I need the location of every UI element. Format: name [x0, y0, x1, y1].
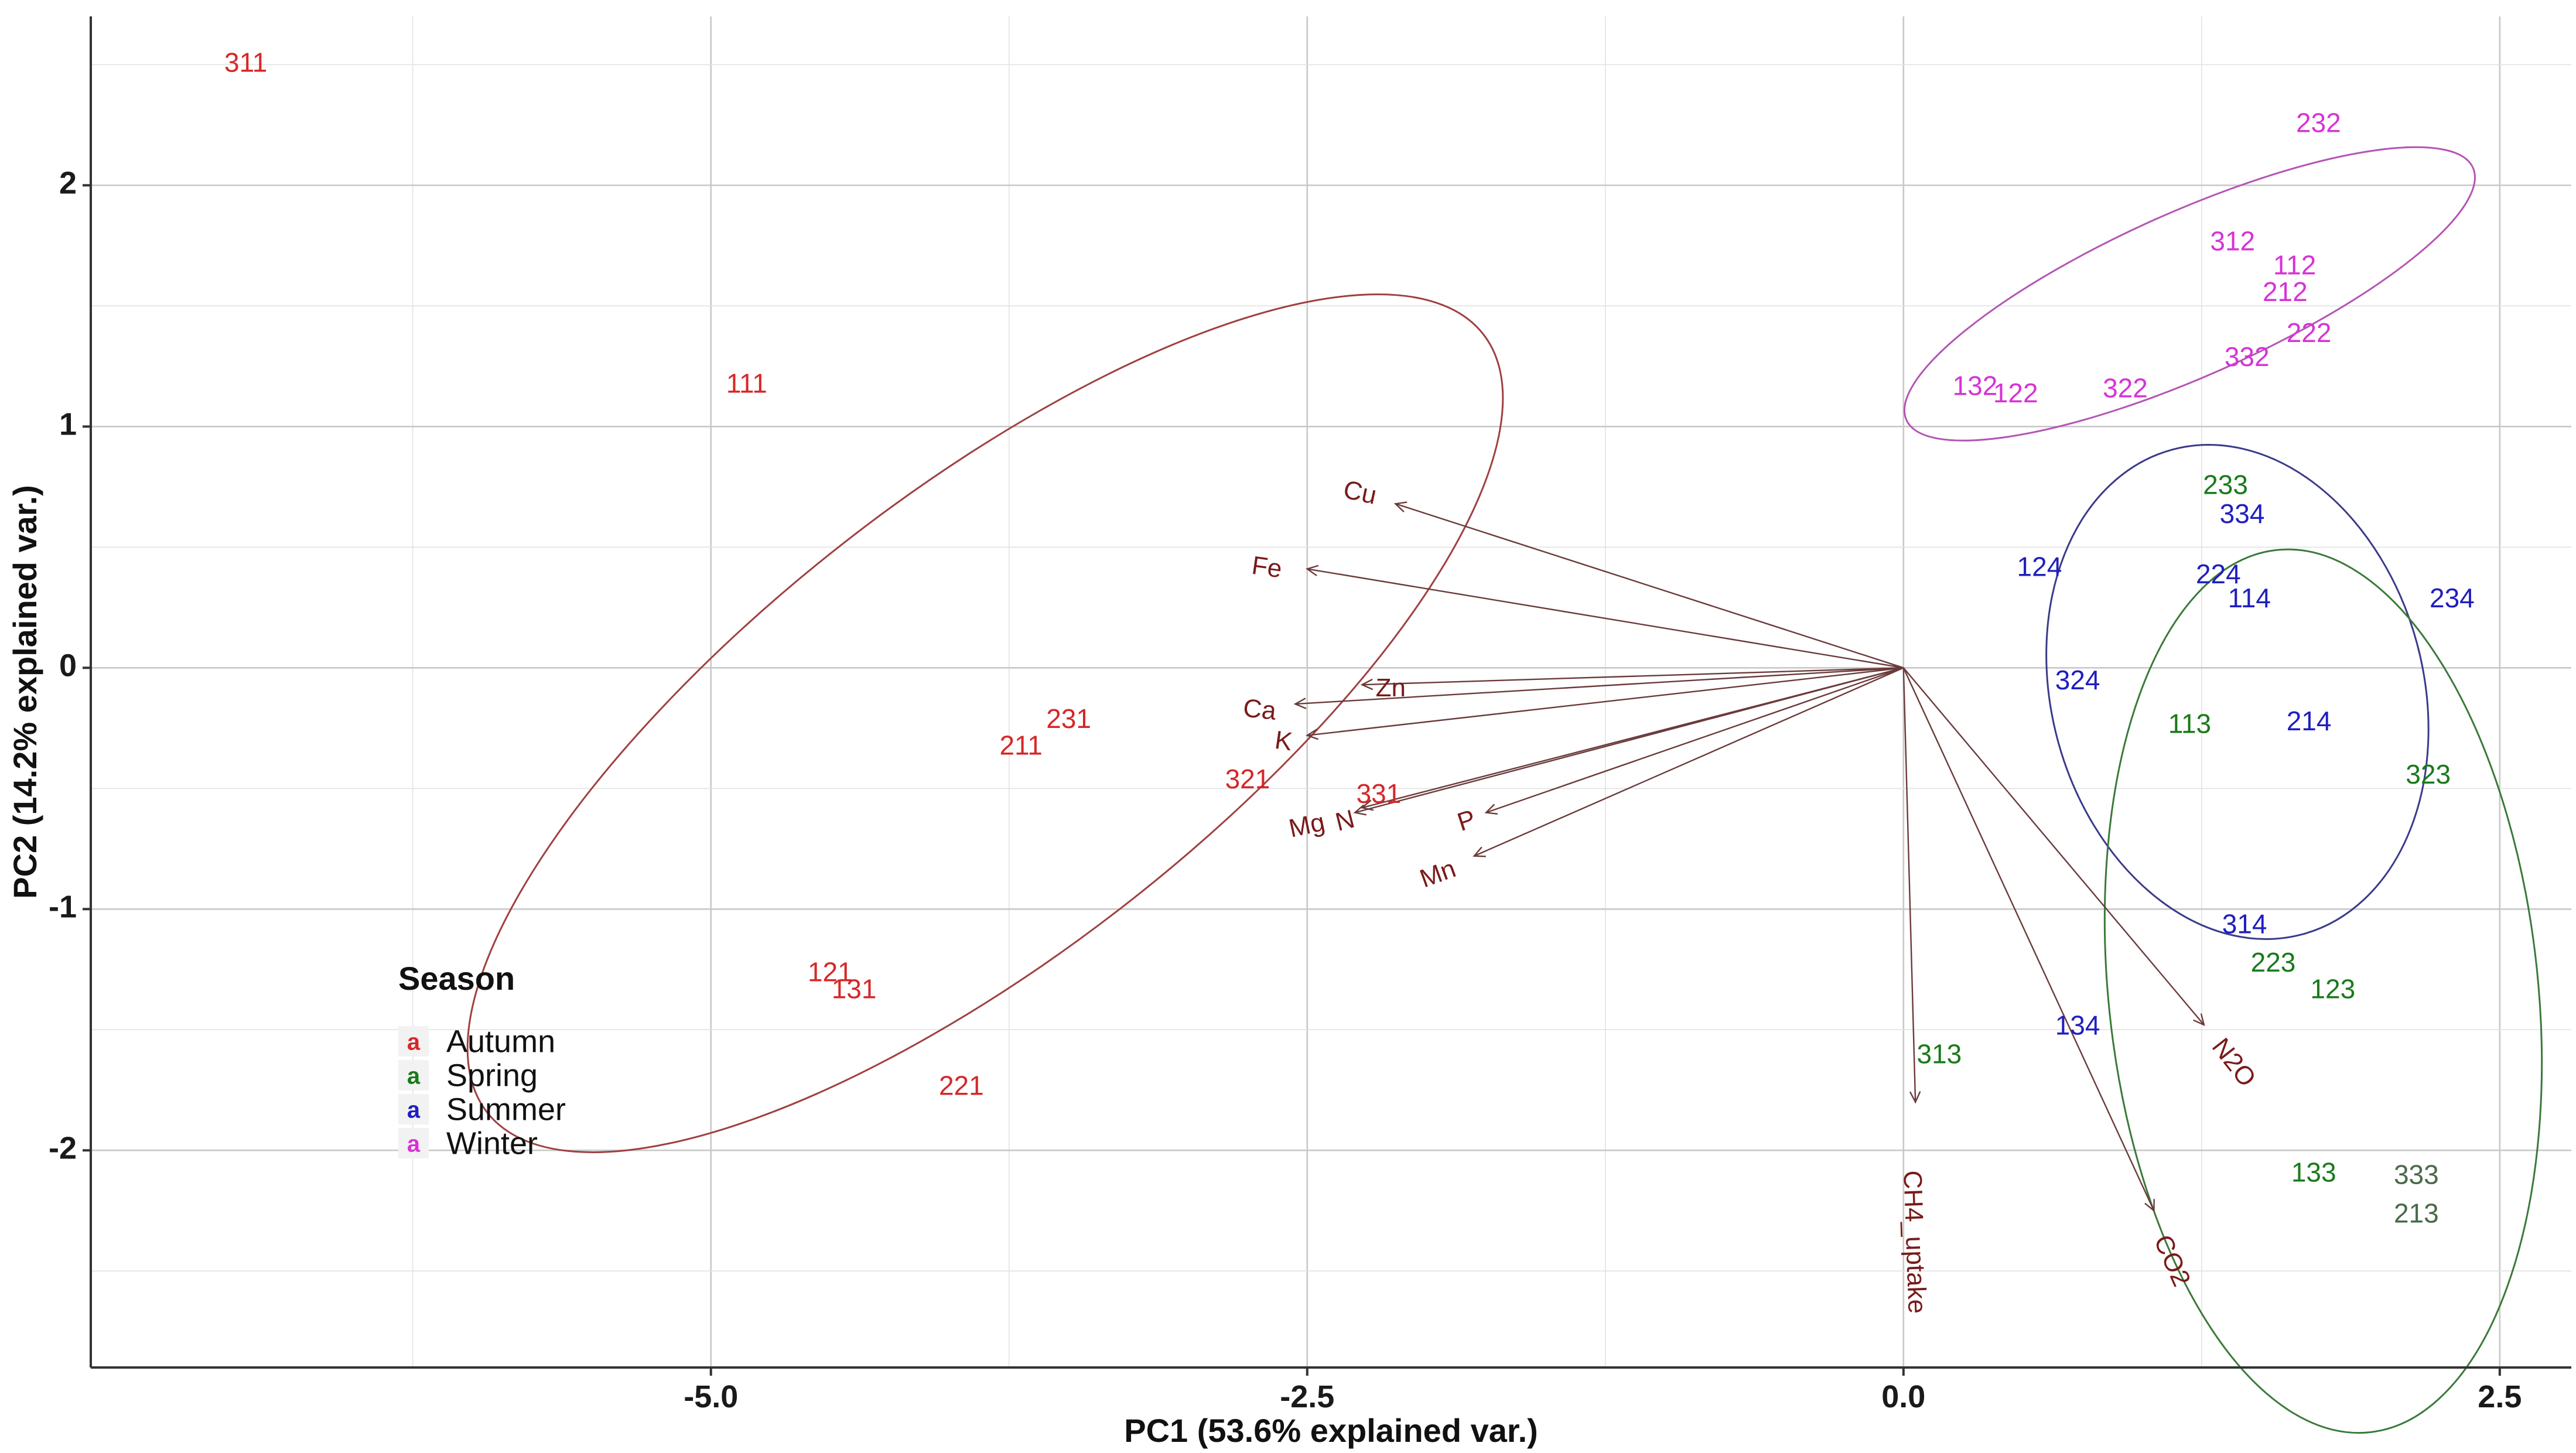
legend-key [398, 1060, 429, 1090]
legend-item-autumn: Autumn [446, 1024, 555, 1059]
point-summer-314: 314 [2222, 908, 2267, 939]
y-tick-label: 1 [59, 407, 77, 442]
point-spring-313: 313 [1917, 1039, 1962, 1069]
point-summer-114: 114 [2228, 583, 2271, 613]
y-tick-label: 2 [59, 166, 77, 201]
y-tick-label: -2 [49, 1130, 77, 1165]
arrow-co2 [1902, 667, 2155, 1211]
y-tick-label: 0 [59, 648, 77, 683]
point-winter-122: 122 [1993, 378, 2038, 408]
legend-key-glyph: a [407, 1131, 421, 1157]
ellipse-winter [1904, 146, 2476, 442]
point-autumn-231: 231 [1046, 703, 1091, 734]
point-spring-133: 133 [2291, 1157, 2336, 1188]
arrowhead-mg [1353, 804, 1367, 816]
arrow-fe [1307, 568, 1904, 669]
arrow-p [1485, 667, 1904, 813]
legend-key [398, 1128, 429, 1158]
point-autumn-131: 131 [832, 973, 877, 1004]
y-tick-label: -1 [49, 890, 77, 925]
arrow-ch4_uptake [1902, 668, 1916, 1102]
point-summer-214: 214 [2287, 706, 2332, 736]
legend-key [398, 1094, 429, 1124]
ellipse-summer [2045, 444, 2430, 940]
loading-label-k: K [1273, 726, 1294, 757]
point-autumn-311: 311 [224, 47, 267, 78]
point-winter-112: 112 [2273, 250, 2316, 281]
arrowhead-n2o [2193, 1013, 2205, 1027]
point-summer-234: 234 [2430, 583, 2475, 613]
axes: -5.0 -2.5 0.0 2.5 -2 -1 0 1 2 [49, 16, 2571, 1414]
point-spring-123: 123 [2310, 973, 2355, 1004]
arrow-ca [1295, 667, 1904, 705]
arrowhead-p [1484, 804, 1498, 815]
confidence-ellipses [466, 146, 2543, 1434]
loading-label-cu: Cu [1341, 475, 1379, 510]
point-autumn-121: 121 [808, 957, 853, 987]
point-summer-134: 134 [2055, 1010, 2100, 1040]
legend-item-summer: Summer [446, 1092, 566, 1127]
arrowhead-k [1306, 728, 1319, 740]
legend-item-spring: Spring [446, 1058, 538, 1093]
y-axis-title: PC2 (14.2% explained var.) [6, 485, 43, 899]
point-spring-323: 323 [2406, 759, 2451, 789]
point-autumn-331: 331 [1357, 778, 1402, 809]
point-winter-222: 222 [2287, 317, 2332, 348]
point-summer-224: 224 [2196, 559, 2241, 589]
x-axis-title: PC1 (53.6% explained var.) [1124, 1412, 1538, 1449]
point-spring-113: 113 [2168, 708, 2211, 739]
point-winter-132: 132 [1953, 371, 1998, 401]
point-summer-324: 324 [2055, 665, 2100, 695]
point-winter-332: 332 [2225, 341, 2270, 372]
x-tick-label: 2.5 [2478, 1379, 2522, 1414]
point-autumn-111: 111 [726, 368, 767, 398]
legend-item-winter: Winter [446, 1126, 538, 1161]
legend-key [398, 1026, 429, 1057]
point-winter-322: 322 [2103, 373, 2148, 404]
point-summer-334: 334 [2220, 498, 2265, 529]
x-tick-label: -2.5 [1280, 1379, 1334, 1414]
arrowhead-cu [1393, 501, 1407, 512]
arrow-n [1362, 667, 1904, 809]
loading-label-ch4_uptake: CH4_uptake [1898, 1170, 1932, 1314]
legend-title: Season [398, 960, 515, 997]
arrowhead-ch4_uptake [1909, 1091, 1921, 1104]
point-winter-312: 312 [2210, 225, 2255, 256]
legend-key-glyph: a [407, 1064, 421, 1089]
arrow-k [1307, 667, 1904, 736]
loading-label-fe: Fe [1250, 551, 1284, 584]
arrow-mn [1474, 667, 1904, 857]
point-autumn-221: 221 [939, 1070, 984, 1100]
x-tick-label: -5.0 [684, 1379, 738, 1414]
ellipse-spring [2103, 548, 2543, 1434]
arrowhead-n [1360, 799, 1374, 811]
point-summer-124: 124 [2017, 552, 2062, 582]
point-spring-333: 333 [2394, 1160, 2439, 1190]
point-spring-233: 233 [2203, 469, 2248, 500]
arrowhead-ca [1293, 698, 1307, 709]
point-autumn-211: 211 [999, 730, 1042, 760]
arrow-zn [1362, 667, 1904, 686]
arrowhead-zn [1360, 678, 1374, 690]
x-tick-label: 0.0 [1881, 1379, 1925, 1414]
point-winter-212: 212 [2263, 276, 2308, 307]
point-spring-223: 223 [2251, 947, 2296, 977]
loading-label-ca: Ca [1242, 693, 1278, 726]
arrow-cu [1395, 503, 1904, 669]
point-spring-213: 213 [2394, 1198, 2439, 1229]
arrowhead-mn [1473, 846, 1486, 857]
legend-key-glyph: a [407, 1030, 421, 1055]
ellipse-autumn [466, 293, 1504, 1154]
point-winter-232: 232 [2296, 108, 2341, 138]
legend-key-glyph: a [407, 1098, 421, 1123]
arrowhead-fe [1306, 565, 1319, 576]
point-autumn-321: 321 [1225, 764, 1270, 794]
gridlines [91, 16, 2571, 1367]
arrowhead-co2 [2144, 1199, 2155, 1212]
arrow-n2o [1902, 667, 2205, 1025]
